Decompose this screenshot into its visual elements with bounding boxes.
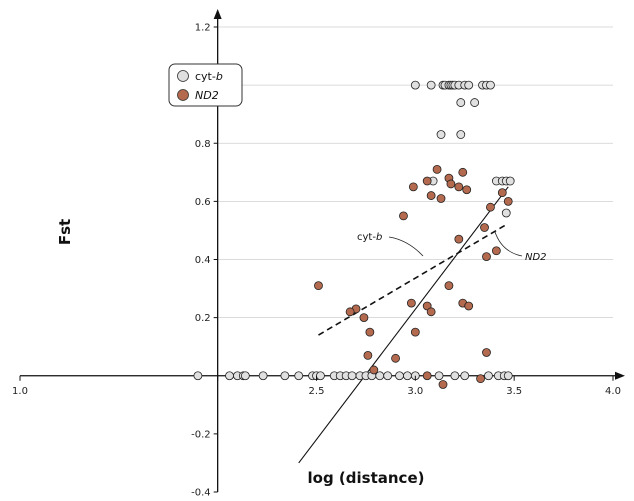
data-point-cyt-b <box>258 371 268 381</box>
nd2-annotation: ND2 <box>525 252 547 263</box>
data-point-nd2 <box>462 185 472 195</box>
x-tick-label: 4.0 <box>605 386 621 397</box>
data-point-cyt-b <box>470 98 480 107</box>
data-point-nd2 <box>432 165 442 174</box>
data-point-cyt-b <box>503 371 513 381</box>
data-point-cyt-b <box>316 371 325 381</box>
data-point-nd2 <box>464 301 474 311</box>
data-point-nd2 <box>454 182 464 192</box>
data-point-cyt-b <box>193 371 203 381</box>
data-point-nd2 <box>482 348 491 357</box>
y-tick-label: -0.2 <box>191 429 211 440</box>
data-point-nd2 <box>363 351 373 360</box>
data-point-cyt-b <box>434 371 444 381</box>
legend-marker-nd2 <box>177 89 189 101</box>
data-point-nd2 <box>454 234 464 244</box>
data-point-nd2 <box>503 196 513 206</box>
data-point-cyt-b <box>347 371 357 381</box>
data-point-cyt-b <box>383 371 393 381</box>
y-tick-label: -0.4 <box>191 488 211 499</box>
data-point-nd2 <box>408 182 418 192</box>
data-point-cyt-b <box>505 176 515 186</box>
data-point-cyt-b <box>456 130 466 139</box>
data-point-nd2 <box>359 313 369 323</box>
data-point-nd2 <box>406 298 416 308</box>
x-tick-label: 3.0 <box>407 386 423 397</box>
x-tick-label: 3.5 <box>506 386 522 397</box>
legend: cyt-b ND2 <box>168 63 243 107</box>
y-axis-arrow <box>213 9 222 19</box>
data-point-nd2 <box>426 307 436 317</box>
data-point-nd2 <box>497 188 507 198</box>
data-point-cyt-b <box>240 371 250 381</box>
cyt-b-annotation-leader <box>388 236 424 257</box>
x-tick-label: 2.5 <box>309 386 325 397</box>
x-tick-label: 1.0 <box>12 386 28 397</box>
data-point-cyt-b <box>225 371 234 381</box>
data-point-nd2 <box>365 327 375 337</box>
data-point-cyt-b <box>426 80 436 90</box>
legend-label-nd2: ND2 <box>195 89 219 102</box>
legend-marker-cyt-b <box>177 70 189 82</box>
grid-lines <box>217 26 613 319</box>
data-point-cyt-b <box>456 98 466 107</box>
data-point-nd2 <box>438 380 448 389</box>
y-tick-label: 0.4 <box>195 255 211 266</box>
x-axis-title: log (distance) <box>308 469 425 487</box>
data-point-cyt-b <box>280 371 290 381</box>
data-point-cyt-b <box>410 80 420 90</box>
y-tick-label: 1.2 <box>195 23 211 34</box>
nd2-annotation-leader <box>494 231 523 257</box>
data-points <box>193 80 515 389</box>
y-axis-title: Fst <box>56 219 74 245</box>
data-point-nd2 <box>446 179 456 189</box>
data-point-nd2 <box>369 365 379 375</box>
data-point-nd2 <box>314 281 323 291</box>
data-point-nd2 <box>422 371 432 381</box>
fit-annotations: cyt-b ND2 <box>357 231 547 263</box>
data-point-nd2 <box>399 211 408 221</box>
y-tick-label: 0.6 <box>195 197 211 208</box>
data-point-nd2 <box>426 191 436 200</box>
y-tick-label: 0.2 <box>195 313 211 324</box>
x-axis-arrow <box>615 371 625 380</box>
data-point-nd2 <box>480 223 489 232</box>
data-point-nd2 <box>476 374 485 384</box>
data-point-cyt-b <box>436 130 446 139</box>
data-point-nd2 <box>482 252 491 261</box>
data-point-cyt-b <box>464 80 474 90</box>
data-point-cyt-b <box>395 371 404 381</box>
fit-line-nd2 <box>318 223 507 336</box>
legend-label-cyt-b: cyt-b <box>195 70 223 83</box>
data-point-nd2 <box>410 327 420 337</box>
data-point-cyt-b <box>484 371 493 381</box>
data-point-nd2 <box>486 202 495 212</box>
fit-lines <box>298 186 509 464</box>
data-point-cyt-b <box>501 208 511 218</box>
data-point-cyt-b <box>450 371 460 381</box>
axes <box>20 9 625 492</box>
data-point-nd2 <box>444 281 454 291</box>
data-point-nd2 <box>345 307 355 317</box>
fit-line-cyt-b <box>298 186 509 464</box>
data-point-cyt-b <box>460 371 470 381</box>
data-point-cyt-b <box>294 371 304 381</box>
data-point-nd2 <box>436 194 446 203</box>
cyt-b-annotation: cyt-b <box>357 232 382 243</box>
data-point-nd2 <box>491 246 501 256</box>
data-point-nd2 <box>391 353 400 363</box>
data-point-cyt-b <box>403 371 412 381</box>
data-point-nd2 <box>422 176 432 186</box>
data-point-nd2 <box>458 167 468 177</box>
y-tick-label: 0.8 <box>195 139 211 150</box>
data-point-cyt-b <box>486 80 495 90</box>
